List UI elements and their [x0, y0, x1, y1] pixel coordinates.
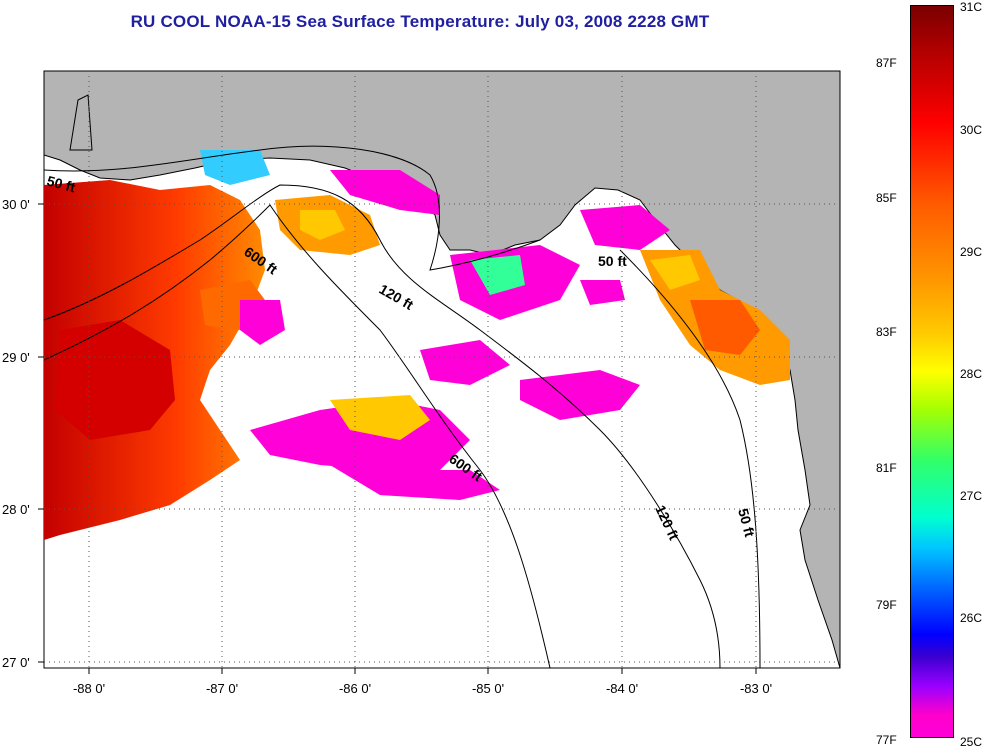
colorbar [910, 5, 954, 738]
colorbar-f-label: 85F [876, 191, 897, 205]
colorbar-f-label: 81F [876, 461, 897, 475]
colorbar-f-label: 83F [876, 325, 897, 339]
sst-map: 50 ft 600 ft 120 ft 600 ft 50 ft 120 ft … [2, 70, 841, 696]
sst-patches [44, 150, 790, 540]
lon-tick-label: -83 0' [740, 681, 772, 696]
lon-tick-label: -88 0' [73, 681, 105, 696]
contour-50ft-east [619, 249, 761, 669]
contour-label: 50 ft [735, 507, 758, 539]
colorbar-c-label: 28C [960, 367, 983, 381]
contour-label: 50 ft [598, 253, 627, 269]
lon-tick-label: -87 0' [206, 681, 238, 696]
mobile-bay [69, 94, 93, 151]
contour-50ft-north [43, 145, 541, 271]
lon-tick-label: -86 0' [339, 681, 371, 696]
colorbar-f-label: 77F [876, 733, 897, 747]
colorbar-c-label: 29C [960, 245, 983, 259]
map-title: RU COOL NOAA-15 Sea Surface Temperature:… [130, 12, 710, 31]
colorbar-c-label: 30C [960, 123, 983, 137]
frame-ticks [38, 203, 757, 674]
lat-tick-label: 29 0' [2, 350, 30, 365]
colorbar-f-label: 87F [876, 56, 897, 70]
depth-contours [43, 145, 761, 669]
colorbar-c-label: 31C [960, 0, 983, 14]
contour-120ft [43, 184, 721, 669]
colorbar-c-label: 26C [960, 611, 983, 625]
colorbar-f-label: 79F [876, 598, 897, 612]
lat-tick-label: 30 0' [2, 197, 30, 212]
colorbar-c-label: 25C [960, 735, 983, 749]
lat-tick-label: 28 0' [2, 502, 30, 517]
lat-tick-label: 27 0' [2, 655, 30, 670]
lon-tick-label: -84 0' [606, 681, 638, 696]
contour-label: 50 ft [45, 172, 77, 195]
lon-tick-label: -85 0' [472, 681, 504, 696]
colorbar-c-label: 27C [960, 489, 983, 503]
contour-600ft [43, 204, 551, 669]
